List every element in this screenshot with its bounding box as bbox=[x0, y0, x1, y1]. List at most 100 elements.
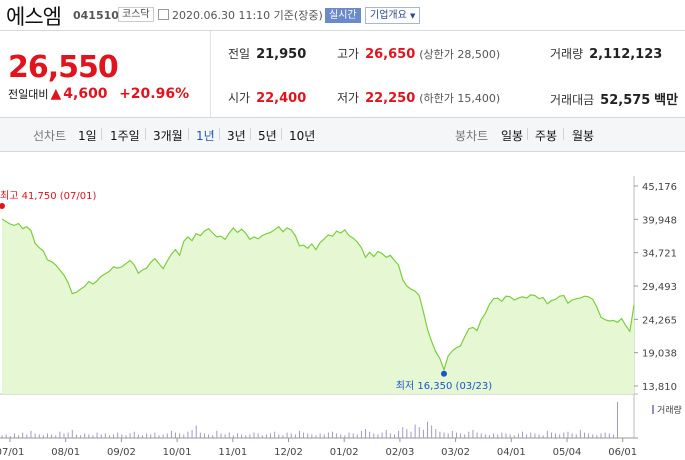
volume-bar bbox=[278, 434, 280, 438]
change-percent: +20.96% bbox=[119, 86, 190, 102]
volume-bar bbox=[299, 430, 300, 438]
tab-1w[interactable]: 1주일 bbox=[110, 129, 140, 143]
volume-bar bbox=[319, 433, 321, 438]
x-tick-label: 01/02 bbox=[330, 447, 359, 458]
volume-bar bbox=[5, 434, 7, 438]
volume-bar bbox=[522, 431, 523, 438]
tab-1d[interactable]: 1일 bbox=[78, 129, 97, 143]
volume-bar bbox=[526, 434, 528, 438]
tab-3y[interactable]: 3년 bbox=[227, 129, 246, 143]
volume-bar bbox=[34, 433, 36, 438]
volume-bar bbox=[154, 432, 156, 438]
volume-bar bbox=[323, 434, 325, 438]
prev-label: 전일 bbox=[228, 47, 251, 61]
low-value: 22,250 bbox=[365, 91, 416, 106]
x-tick-label: 03/02 bbox=[441, 447, 470, 458]
x-tick-label: 11/01 bbox=[218, 447, 247, 458]
tab-10y[interactable]: 10년 bbox=[289, 129, 316, 143]
tab-1y[interactable]: 1년 bbox=[196, 129, 215, 143]
volume-bar bbox=[402, 427, 404, 438]
volume-bar bbox=[96, 432, 98, 438]
high-label: 최고 41,750 (07/01) bbox=[0, 190, 96, 202]
volume-bar bbox=[381, 432, 383, 438]
volume-bar bbox=[121, 434, 123, 438]
volume-bar bbox=[158, 435, 160, 438]
change-label: 전일대비 bbox=[8, 88, 49, 101]
volume-bar bbox=[228, 432, 230, 438]
tab-weekly[interactable]: 주봉 bbox=[535, 129, 558, 143]
volume-bar bbox=[63, 433, 65, 438]
volume-bar bbox=[612, 434, 614, 438]
volume-bar bbox=[563, 432, 565, 438]
volume-bar bbox=[439, 431, 441, 438]
tab-5y[interactable]: 5년 bbox=[258, 129, 277, 143]
high-value: 26,650 bbox=[365, 47, 416, 62]
volume-bar bbox=[92, 435, 94, 438]
up-arrow-icon: ▲ bbox=[50, 86, 62, 102]
volume-bar bbox=[344, 435, 346, 438]
tab-divider bbox=[563, 128, 564, 140]
volume-bar bbox=[546, 430, 548, 438]
volume-bar bbox=[365, 429, 367, 438]
volume-bar bbox=[418, 427, 420, 438]
volume-bar bbox=[596, 435, 598, 438]
volume-bar bbox=[303, 432, 305, 438]
volume-bar bbox=[377, 434, 379, 438]
volume-bar bbox=[443, 432, 445, 438]
volume-bar bbox=[389, 433, 391, 438]
volume-bar bbox=[142, 435, 143, 438]
volume-bar bbox=[435, 429, 437, 438]
tab-3m[interactable]: 3개월 bbox=[153, 129, 183, 143]
live-button[interactable]: 실시간 bbox=[325, 8, 361, 23]
volume-bar bbox=[604, 432, 606, 438]
volume-bar bbox=[592, 434, 594, 438]
day-high: 고가 26,650 (상한가 28,500) bbox=[337, 45, 500, 62]
volume-bar bbox=[414, 424, 416, 438]
volume-bar bbox=[550, 432, 552, 438]
change-value: 4,600 bbox=[63, 86, 108, 102]
volume-bar bbox=[179, 433, 181, 438]
tab-daily[interactable]: 일봉 bbox=[501, 129, 524, 143]
y-tick-label: 34,721 bbox=[642, 249, 677, 260]
volume-bar bbox=[265, 434, 267, 438]
volume-bar bbox=[517, 433, 519, 438]
x-tick-label: 08/01 bbox=[51, 447, 80, 458]
quote-time: 2020.06.30 11:10 기준(장중) bbox=[158, 7, 323, 23]
volume-bar bbox=[18, 435, 20, 438]
volume-bar bbox=[208, 434, 210, 438]
high-marker bbox=[0, 203, 5, 209]
volume-bar bbox=[476, 432, 478, 438]
volume-bar bbox=[253, 432, 255, 438]
volume-bar bbox=[9, 436, 11, 438]
calendar-icon bbox=[158, 9, 169, 20]
stock-code: 041510 bbox=[73, 9, 119, 22]
volume-bar bbox=[468, 431, 470, 438]
volume-bar bbox=[505, 433, 507, 438]
volume-bar bbox=[1, 435, 3, 438]
volume-bar bbox=[307, 433, 309, 438]
volume-bar bbox=[88, 434, 90, 438]
volume-bar bbox=[191, 429, 193, 438]
upper-limit: (상한가 28,500) bbox=[419, 48, 501, 61]
y-tick-label: 39,948 bbox=[642, 215, 677, 226]
volume-bar bbox=[137, 434, 139, 438]
y-tick-label: 29,493 bbox=[642, 282, 677, 293]
volume-bar bbox=[501, 432, 503, 438]
volume-bar bbox=[13, 433, 15, 438]
tab-divider bbox=[101, 128, 102, 140]
volume-label: 거래량 bbox=[550, 47, 584, 61]
tab-monthly[interactable]: 월봉 bbox=[572, 129, 595, 143]
volume-bar bbox=[571, 433, 573, 438]
tab-divider bbox=[527, 128, 528, 140]
low-label: 최저 16,350 (03/23) bbox=[396, 380, 492, 392]
volume-bar bbox=[340, 434, 342, 438]
x-tick-label: 10/01 bbox=[163, 447, 192, 458]
corp-info-dropdown[interactable]: 기업개요 ▼ bbox=[365, 7, 421, 24]
volume-bar bbox=[398, 430, 400, 438]
volume-bar bbox=[220, 433, 222, 438]
volume-bar bbox=[369, 431, 371, 438]
volume-bar bbox=[385, 429, 387, 438]
volume-bar bbox=[534, 433, 536, 438]
volume-bar bbox=[538, 434, 540, 438]
